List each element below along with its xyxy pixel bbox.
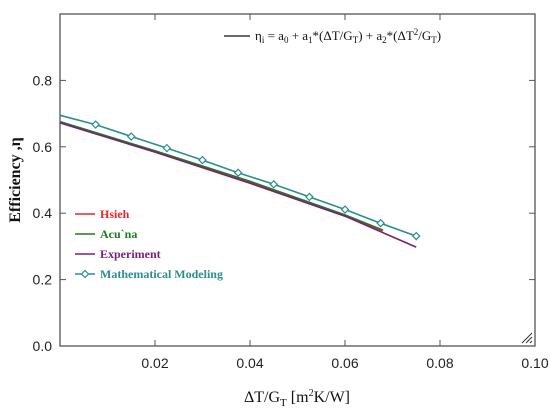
- legend-label: Hsieh: [100, 207, 130, 221]
- data-point-marker: [269, 179, 279, 189]
- series-line-experiment: [59, 122, 417, 248]
- legend-marker: [80, 269, 90, 279]
- y-tick-label: 0.4: [33, 205, 53, 221]
- y-tick-label: 0.8: [33, 72, 53, 88]
- plot-frame: [59, 13, 536, 347]
- y-axis-ticks: 0.0 0.2 0.4 0.6 0.8: [33, 72, 53, 354]
- data-point-marker: [411, 231, 421, 241]
- data-point-marker: [162, 143, 172, 153]
- x-tick-label: 0.06: [331, 355, 358, 371]
- legend-label: Acu`na: [100, 227, 137, 241]
- data-point-marker: [340, 205, 350, 214]
- data-point-marker: [305, 192, 314, 202]
- legend: Hsieh Acu`na Experiment Mathematical Modeli…: [75, 207, 223, 281]
- y-tick-label: 0.2: [33, 272, 53, 288]
- data-point-marker: [198, 155, 207, 165]
- legend-label: Experiment: [100, 247, 161, 261]
- tick-marks: [60, 14, 536, 347]
- series-line-acu-na: [59, 120, 384, 231]
- formula-text: ηi = a0 + a1*(ΔT/GT) + a2*(ΔT2/GT): [255, 27, 441, 45]
- y-tick-label: 0.6: [33, 139, 53, 155]
- y-axis-label: Efficiency ,η: [7, 137, 24, 223]
- resize-grip-icon: [521, 332, 533, 344]
- x-tick-label: 0.04: [236, 355, 263, 371]
- x-tick-label: 0.10: [521, 355, 548, 371]
- legend-label: Mathematical Modeling: [100, 267, 223, 281]
- data-point-marker: [126, 132, 136, 141]
- x-tick-label: 0.02: [141, 355, 168, 371]
- y-tick-label: 0.0: [33, 338, 53, 354]
- data-point-marker: [233, 168, 243, 178]
- x-tick-label: 0.08: [426, 355, 453, 371]
- formula-annotation: ηi = a0 + a1*(ΔT/GT) + a2*(ΔT2/GT): [224, 27, 441, 45]
- data-point-marker: [376, 218, 385, 228]
- x-axis-label: ΔT/GT [m2K/W]: [244, 388, 350, 409]
- x-axis-ticks: 0.02 0.04 0.06 0.08 0.10: [141, 355, 548, 371]
- data-point-marker: [91, 120, 100, 129]
- series-lines: [59, 114, 421, 248]
